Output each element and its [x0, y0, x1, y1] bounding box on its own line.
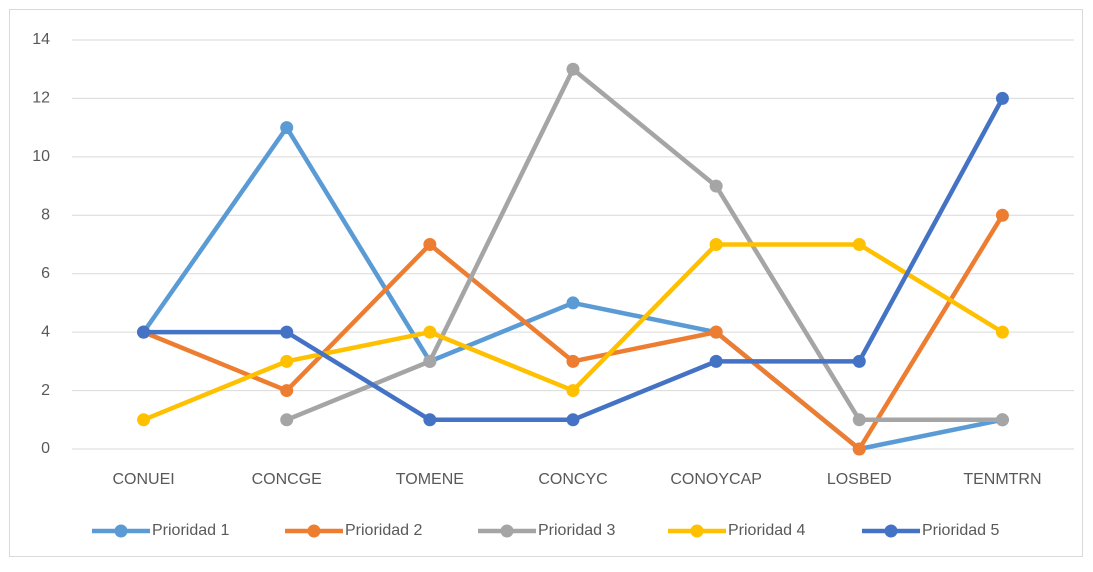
- data-point: [280, 384, 294, 398]
- data-point: [995, 91, 1009, 105]
- data-point: [423, 238, 437, 251]
- legend-swatch-dot: [690, 524, 704, 538]
- data-point: [566, 384, 580, 398]
- data-point: [852, 442, 866, 456]
- y-tick-label: 0: [41, 440, 50, 457]
- data-point: [280, 354, 294, 368]
- legend-label: Prioridad 1: [152, 522, 229, 539]
- data-point: [280, 121, 294, 135]
- data-point: [280, 413, 294, 427]
- data-point: [995, 413, 1009, 427]
- y-tick-label: 10: [32, 148, 50, 165]
- data-point: [566, 62, 580, 76]
- x-tick-label: TOMENE: [396, 471, 464, 488]
- data-point: [423, 413, 437, 427]
- data-point: [852, 354, 866, 368]
- data-point: [566, 296, 580, 310]
- data-point: [995, 325, 1009, 339]
- data-point: [852, 238, 866, 251]
- data-point: [423, 354, 437, 368]
- data-point: [137, 325, 151, 339]
- y-tick-label: 6: [41, 265, 50, 282]
- data-point: [709, 238, 723, 251]
- x-tick-label: TENMTRN: [963, 471, 1041, 488]
- legend-label: Prioridad 2: [345, 522, 422, 539]
- x-tick-label: CONOYCAP: [670, 471, 762, 488]
- data-point: [852, 413, 866, 427]
- y-tick-label: 14: [32, 31, 50, 48]
- data-point: [709, 179, 723, 193]
- data-point: [995, 208, 1009, 222]
- data-point: [566, 354, 580, 368]
- data-point: [137, 413, 151, 427]
- series-line: [284, 66, 1005, 423]
- legend-label: Prioridad 3: [538, 522, 615, 539]
- legend-label: Prioridad 5: [922, 522, 999, 539]
- data-point: [423, 325, 437, 339]
- data-point: [709, 354, 723, 368]
- y-tick-label: 8: [41, 207, 50, 224]
- legend-label: Prioridad 4: [728, 522, 805, 539]
- data-point: [709, 325, 723, 339]
- y-tick-label: 12: [32, 90, 50, 107]
- legend-swatch-dot: [307, 524, 321, 538]
- x-tick-label: LOSBED: [827, 471, 892, 488]
- legend-swatch-dot: [114, 524, 128, 538]
- x-tick-label: CONCYC: [538, 471, 607, 488]
- data-point: [566, 413, 580, 427]
- legend-swatch-dot: [884, 524, 898, 538]
- y-tick-label: 2: [41, 382, 50, 399]
- y-tick-label: 4: [41, 323, 50, 340]
- x-tick-label: CONCGE: [252, 471, 322, 488]
- legend-swatch-dot: [500, 524, 514, 538]
- x-tick-label: CONUEI: [112, 471, 174, 488]
- data-point: [280, 325, 294, 339]
